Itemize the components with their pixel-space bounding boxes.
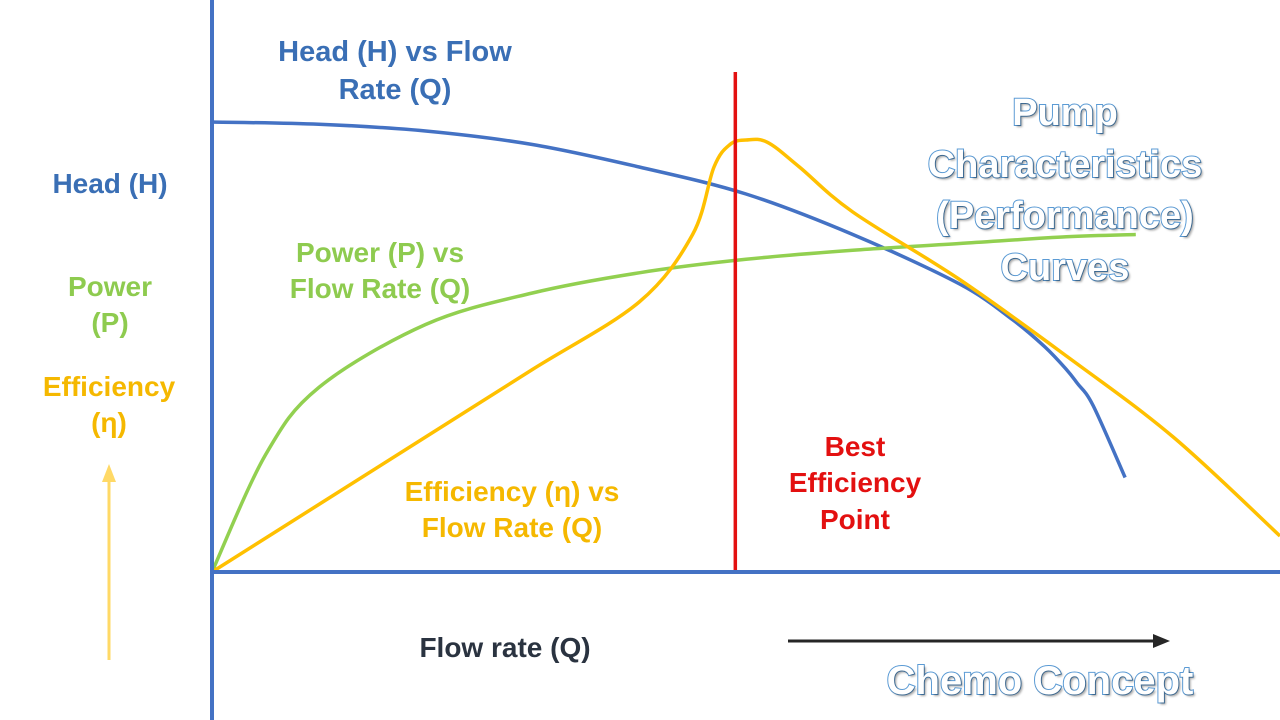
bep-label-line: Efficiency [788, 467, 922, 499]
power-curve-label-line: Power (P) vs [295, 237, 465, 268]
bep-label-line: Point [820, 503, 890, 535]
bep-label-line: Best [824, 431, 886, 462]
y-label-efficiency: Efficiency (η) [14, 369, 204, 442]
head-curve-label-line: Rate (Q) [338, 73, 452, 106]
y-label-efficiency-line: Efficiency [42, 371, 176, 402]
y-label-efficiency-line: (η) [91, 407, 127, 439]
efficiency-curve-label-line: Flow Rate (Q) [421, 512, 603, 544]
chart-title-line: Pump [1011, 91, 1119, 135]
y-label-power-line: Power [67, 271, 153, 302]
head-curve-label: Head (H) vs Flow Rate (Q) [230, 34, 560, 109]
best-efficiency-point-label: Best Efficiency Point [750, 429, 960, 538]
y-label-power-line: (P) [91, 307, 129, 339]
head-curve-label-line: Head (H) vs Flow [278, 36, 512, 68]
efficiency-curve-label-line: Efficiency (η) vs [404, 476, 620, 507]
power-curve-line [210, 232, 1136, 573]
right-arrow-icon [788, 634, 1170, 648]
power-curve-label: Power (P) vs Flow Rate (Q) [230, 235, 530, 308]
chart-title: Pump Characteristics (Performance) Curve… [880, 88, 1250, 295]
chart-title-line: (Performance) [935, 194, 1195, 238]
up-arrow-head [102, 464, 116, 482]
efficiency-curve-label: Efficiency (η) vs Flow Rate (Q) [352, 474, 672, 547]
y-label-power: Power (P) [20, 269, 200, 342]
y-label-head: Head (H) [52, 168, 168, 199]
x-axis-label: Flow rate (Q) [419, 632, 591, 663]
up-arrow-icon [102, 464, 116, 660]
power-curve-label-line: Flow Rate (Q) [289, 273, 471, 305]
head-curve-line [211, 120, 1127, 479]
chart-title-line: Curves [1000, 246, 1131, 290]
watermark-text: Chemo Concept [886, 658, 1195, 704]
chart-title-line: Characteristics [927, 143, 1204, 187]
right-arrow-head [1153, 634, 1170, 648]
